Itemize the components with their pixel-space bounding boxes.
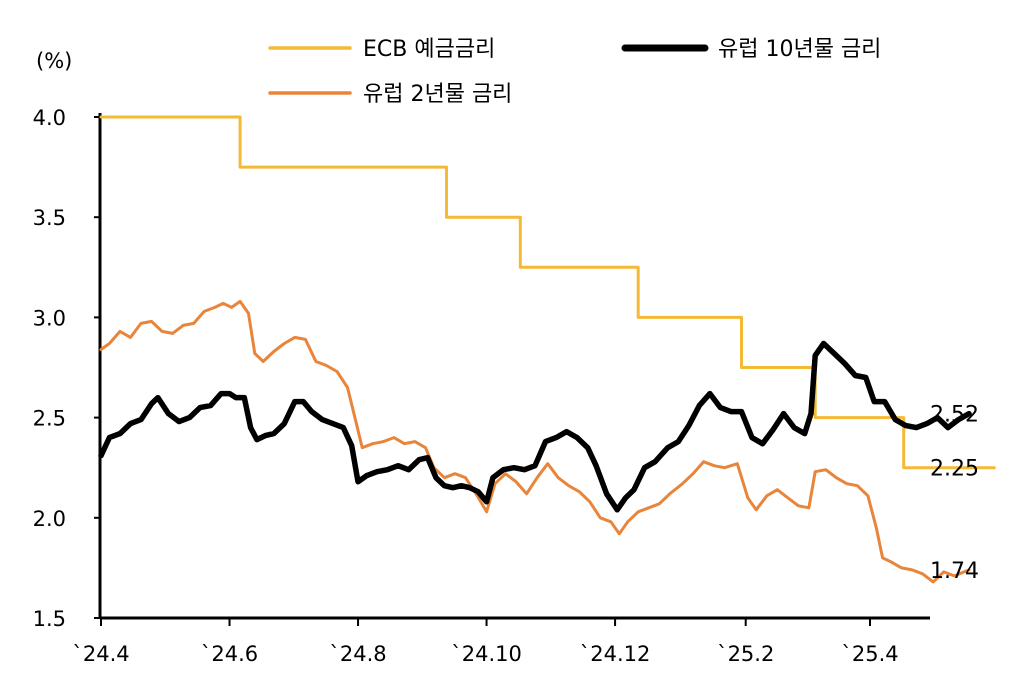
series-line-2: [99, 299, 971, 584]
end-label-1: 2.52: [930, 403, 979, 428]
series-line-0: [99, 115, 996, 470]
legend-label-2: 유럽 2년물 금리: [363, 82, 512, 107]
series-layer: [98, 115, 996, 584]
y-unit-label: (%): [36, 49, 72, 73]
y-tick-label: 4.0: [33, 106, 66, 130]
end-label-2: 1.74: [930, 559, 979, 584]
end-labels: 2.25 2.52 1.74: [930, 403, 979, 584]
axes: 1.5 2.0 2.5 3.0 3.5 4.0 `24.4 `24.6 `24.8 `24.10 `…: [33, 106, 930, 666]
x-tick-label: `25.2: [717, 642, 774, 666]
x-tick-label: `24.4: [72, 642, 129, 666]
legend-label-1: 유럽 10년물 금리: [718, 37, 881, 62]
legend-label-0: ECB 예금금리: [363, 37, 495, 62]
series-line-1: [98, 340, 972, 513]
x-tick-label: `24.10: [451, 642, 522, 666]
y-tick-label: 3.5: [33, 206, 66, 230]
x-tick-label: `25.4: [841, 642, 898, 666]
y-tick-label: 3.0: [33, 306, 66, 330]
end-label-0: 2.25: [930, 457, 979, 482]
x-tick-label: `24.12: [580, 642, 651, 666]
x-tick-label: `24.8: [329, 642, 386, 666]
y-tick-label: 2.0: [33, 507, 66, 531]
x-tick-label: `24.6: [201, 642, 258, 666]
y-tick-label: 2.5: [33, 407, 66, 431]
y-tick-label: 1.5: [33, 607, 66, 631]
